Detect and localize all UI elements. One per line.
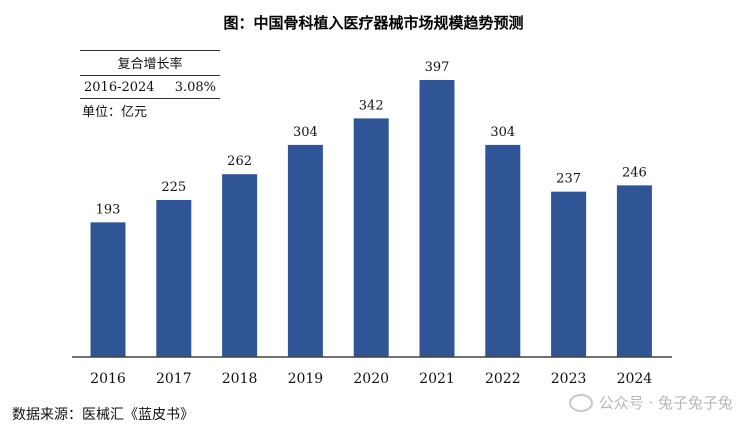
data-label-2022: 304 (490, 125, 515, 140)
bar-2021 (419, 80, 455, 357)
bar-2016 (90, 222, 126, 357)
bar-2023 (551, 191, 587, 357)
watermark: 公众号 · 兔子兔子兔 (568, 392, 733, 413)
x-tick-2020: 2020 (353, 371, 389, 387)
x-tick-2019: 2019 (288, 371, 324, 387)
data-label-2016: 193 (96, 202, 121, 217)
data-label-2021: 397 (425, 60, 450, 75)
data-label-2023: 237 (556, 172, 581, 187)
cagr-header: 复合增长率 (80, 50, 220, 76)
bar-2022 (485, 144, 521, 357)
unit-label: 单位：亿元 (82, 105, 148, 120)
x-tick-2024: 2024 (617, 371, 653, 387)
data-label-2020: 342 (359, 98, 384, 113)
bar-2018 (222, 174, 258, 357)
bar-2024 (616, 185, 652, 357)
x-tick-2022: 2022 (485, 371, 521, 387)
cagr-value: 3.08% (174, 80, 216, 95)
bar-2019 (287, 144, 323, 357)
x-tick-2016: 2016 (90, 371, 126, 387)
bar-2017 (156, 200, 192, 357)
x-tick-2018: 2018 (222, 371, 258, 387)
x-tick-2023: 2023 (551, 371, 587, 387)
x-tick-2021: 2021 (419, 371, 455, 387)
cagr-row: 2016-2024 3.08% (80, 76, 220, 99)
x-tick-2017: 2017 (156, 371, 192, 387)
cagr-table: 复合增长率 2016-2024 3.08% (80, 50, 220, 99)
bar-2020 (353, 118, 389, 357)
wechat-icon (568, 393, 593, 412)
cagr-period: 2016-2024 (84, 80, 155, 95)
watermark-text: 公众号 · 兔子兔子兔 (598, 394, 733, 412)
data-label-2018: 262 (227, 154, 252, 169)
source-note: 数据来源：医械汇《蓝皮书》 (12, 407, 194, 423)
chart-title: 图：中国骨科植入医疗器械市场规模趋势预测 (223, 14, 524, 32)
data-label-2017: 225 (161, 180, 186, 195)
data-label-2024: 246 (622, 165, 647, 180)
data-label-2019: 304 (293, 125, 318, 140)
